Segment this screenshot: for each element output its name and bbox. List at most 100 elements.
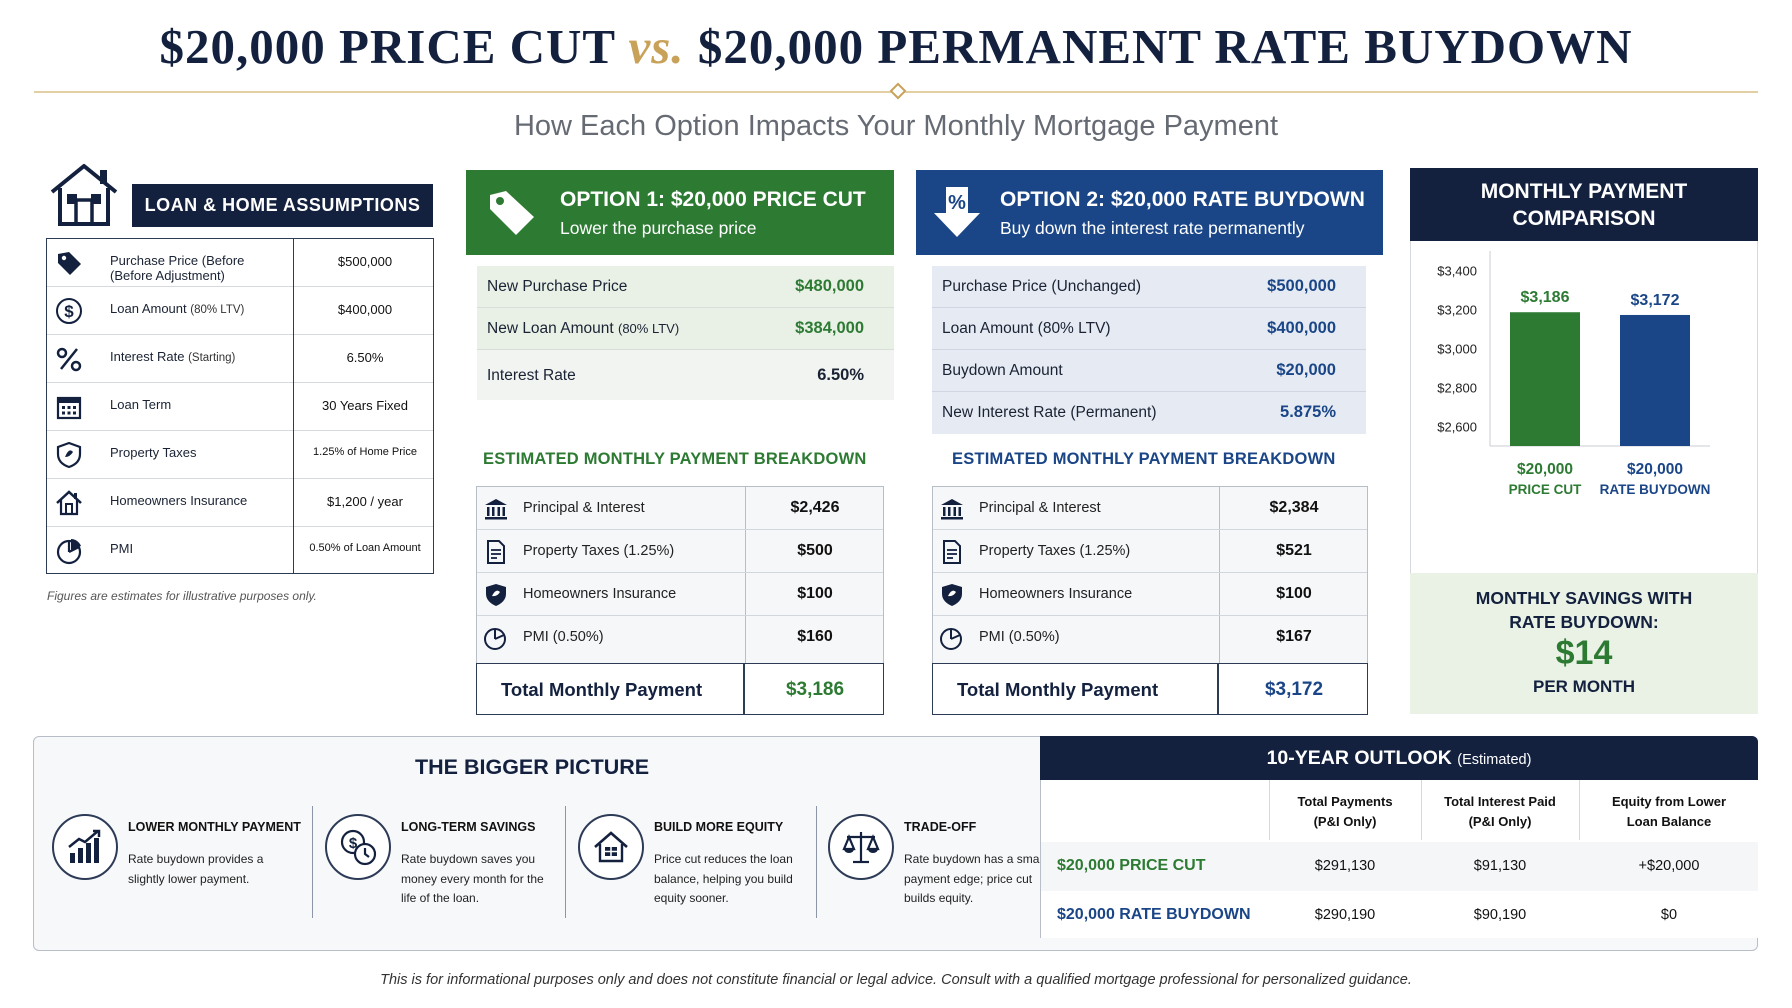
outlook-heading: 10-YEAR OUTLOOK (Estimated) — [1040, 736, 1758, 780]
total-label: Total Monthly Payment — [957, 679, 1159, 700]
page-subtitle: How Each Option Impacts Your Monthly Mor… — [513, 110, 1279, 142]
outlook-row: $20,000 PRICE CUT $291,130 $91,130 +$20,… — [1041, 842, 1758, 891]
money-clock-icon: $ — [325, 814, 391, 880]
house-icon — [56, 490, 82, 516]
svg-text:$: $ — [349, 835, 358, 852]
x-tick-label: RATE BUYDOWN — [1600, 482, 1711, 497]
column-header: Total Payments (P&I Only) — [1297, 794, 1393, 829]
document-icon — [487, 540, 505, 564]
option1-title: OPTION 1: $20,000 PRICE CUT — [560, 188, 866, 211]
assumption-label: Loan Amount (80% LTV) — [110, 301, 245, 316]
bank-icon — [485, 499, 507, 520]
title-vs: vs. — [628, 19, 685, 74]
row-name: $20,000 RATE BUYDOWN — [1057, 906, 1251, 923]
y-tick-label: $3,000 — [1437, 342, 1477, 357]
assumption-row: PMI 0.50% of Loan Amount — [47, 527, 433, 575]
savings-value: $14 — [1555, 634, 1613, 672]
assumption-label: Interest Rate (Starting) — [110, 349, 236, 364]
breakdown-row: Property Taxes (1.25%) $500 — [477, 530, 883, 573]
item-text: Rate buydown saves you money every month… — [401, 852, 544, 905]
breakdown-row: Homeowners Insurance $100 — [933, 573, 1367, 616]
detail-value: $400,000 — [1267, 319, 1336, 337]
detail-row: Loan Amount (80% LTV) $400,000 — [932, 308, 1366, 350]
assumption-label: Loan Term — [110, 397, 172, 412]
assumptions-column-divider — [293, 238, 294, 574]
row-cell: $290,190 — [1314, 907, 1376, 923]
detail-label: New Purchase Price — [487, 278, 628, 295]
item-heading: LONG-TERM SAVINGS — [401, 820, 536, 834]
assumption-label: Purchase Price (Before (Before Adjustmen… — [110, 253, 245, 283]
breakdown-label: Homeowners Insurance — [979, 586, 1133, 602]
assumptions-note: Figures are estimates for illustrative p… — [47, 589, 317, 603]
breakdown-row: PMI (0.50%) $160 — [477, 616, 883, 659]
breakdown-label: PMI (0.50%) — [979, 629, 1060, 645]
assumption-value: 1.25% of Home Price — [313, 446, 417, 458]
data-label: $3,172 — [1631, 292, 1680, 309]
item-text: Price cut reduces the loan balance, help… — [654, 852, 793, 905]
comparison-heading: MONTHLY PAYMENT COMPARISON — [1410, 168, 1758, 241]
item-heading: TRADE-OFF — [904, 820, 977, 834]
svg-text:$: $ — [64, 302, 74, 321]
dollar-circle-icon: $ — [56, 298, 82, 324]
shield-icon — [56, 441, 82, 469]
calendar-icon — [56, 396, 82, 420]
detail-value: $480,000 — [795, 277, 864, 295]
breakdown-value: $100 — [797, 585, 833, 602]
savings-heading: MONTHLY SAVINGS WITH RATE BUYDOWN: — [1475, 588, 1693, 632]
savings-box: MONTHLY SAVINGS WITH RATE BUYDOWN: $14 P… — [1410, 573, 1758, 714]
breakdown-value: $160 — [797, 628, 833, 645]
detail-label: New Loan Amount (80% LTV) — [487, 320, 680, 337]
breakdown-label: PMI (0.50%) — [523, 629, 604, 645]
total-value: $3,172 — [1264, 679, 1324, 700]
detail-row: Interest Rate 6.50% — [477, 355, 894, 397]
y-tick-label: $2,800 — [1437, 381, 1477, 396]
row-cell: +$20,000 — [1638, 858, 1700, 874]
page-title: $20,000 PRICE CUT vs. $20,000 PERMANENT … — [0, 18, 1792, 75]
detail-value: 5.875% — [1280, 403, 1336, 421]
payment-comparison-chart: $2,600 $2,800 $3,000 $3,200 $3,400 $3,186 $20,… — [1437, 251, 1711, 497]
item-divider — [312, 806, 313, 918]
item-heading: BUILD MORE EQUITY — [654, 820, 784, 834]
assumption-label: PMI — [110, 541, 134, 556]
option2-subtitle: Buy down the interest rate permanently — [1000, 218, 1305, 238]
column-divider — [745, 487, 746, 664]
option1-breakdown-table: Principal & Interest $2,426 Property Tax… — [476, 486, 884, 665]
option2-details: Purchase Price (Unchanged) $500,000 Loan… — [932, 266, 1366, 434]
detail-row: Purchase Price (Unchanged) $500,000 — [932, 266, 1366, 308]
detail-label: Buydown Amount — [942, 362, 1063, 379]
detail-label: New Interest Rate (Permanent) — [942, 404, 1157, 421]
assumption-value: 0.50% of Loan Amount — [309, 542, 421, 554]
option1-details: New Purchase Price $480,000 New Loan Amo… — [477, 266, 894, 400]
pie-chart-icon — [940, 628, 962, 650]
row-cell: $291,130 — [1314, 858, 1376, 874]
detail-label: Purchase Price (Unchanged) — [942, 278, 1142, 295]
assumption-row: Homeowners Insurance $1,200 / year — [47, 479, 433, 527]
row-name: $20,000 PRICE CUT — [1057, 857, 1206, 874]
detail-value: $500,000 — [1267, 277, 1336, 295]
y-tick-label: $2,600 — [1437, 420, 1477, 435]
option1-subtitle: Lower the purchase price — [560, 218, 757, 238]
column-divider — [1217, 664, 1219, 714]
detail-row: New Interest Rate (Permanent) 5.875% — [932, 392, 1366, 434]
assumption-label: Homeowners Insurance — [110, 493, 248, 508]
breakdown-label: Property Taxes (1.25%) — [979, 543, 1131, 559]
assumption-value: $400,000 — [337, 302, 393, 317]
row-cell: $91,130 — [1473, 858, 1527, 874]
item-divider — [565, 806, 566, 918]
detail-value: $384,000 — [795, 319, 864, 337]
bank-icon — [941, 499, 963, 520]
rate-down-arrow-icon: % — [934, 187, 980, 237]
option2-breakdown-table: Principal & Interest $2,384 Property Tax… — [932, 486, 1368, 665]
assumption-value: $500,000 — [337, 254, 393, 269]
item-text: Rate buydown provides a slightly lower p… — [128, 852, 264, 886]
detail-value: $20,000 — [1276, 361, 1336, 379]
breakdown-value: $167 — [1276, 628, 1312, 645]
breakdown-value: $500 — [797, 542, 833, 559]
x-tick-label: PRICE CUT — [1509, 482, 1583, 497]
y-tick-label: $3,200 — [1437, 303, 1477, 318]
total-value: $3,186 — [785, 679, 845, 700]
breakdown-row: Principal & Interest $2,384 — [933, 487, 1367, 530]
data-label: $3,186 — [1521, 289, 1570, 306]
breakdown-value: $521 — [1276, 542, 1312, 559]
shield-icon — [486, 584, 506, 606]
